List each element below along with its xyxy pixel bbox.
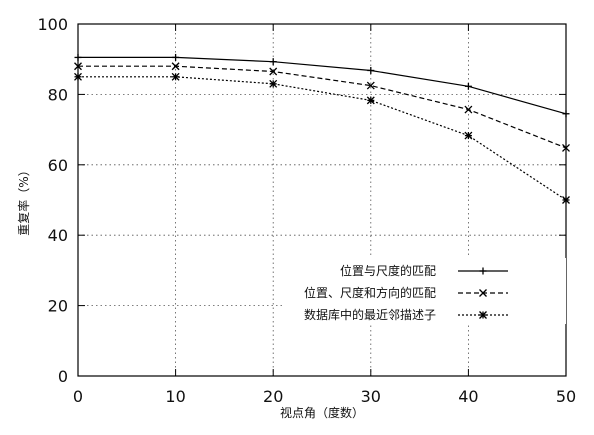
series-layer bbox=[74, 53, 570, 204]
marker-stroke bbox=[479, 311, 487, 319]
x-tick-label: 10 bbox=[165, 387, 185, 406]
data-point-marker bbox=[464, 131, 473, 140]
data-point-marker bbox=[367, 66, 375, 74]
y-tick-label: 100 bbox=[37, 15, 68, 34]
marker-stroke bbox=[269, 67, 278, 76]
marker-stroke bbox=[479, 289, 487, 297]
x-tick-label: 20 bbox=[263, 387, 283, 406]
series-line bbox=[78, 65, 567, 149]
data-point-marker bbox=[172, 53, 180, 61]
marker-stroke bbox=[464, 131, 473, 140]
marker-stroke bbox=[269, 79, 278, 88]
data-point-marker bbox=[464, 105, 473, 114]
y-tick-label: 20 bbox=[48, 297, 68, 316]
data-point-marker bbox=[171, 72, 180, 81]
x-tick-label: 30 bbox=[361, 387, 381, 406]
marker-stroke bbox=[74, 62, 82, 71]
x-tick-label: 50 bbox=[556, 387, 576, 406]
data-point-marker bbox=[74, 72, 82, 81]
series-2 bbox=[74, 62, 570, 152]
legend-label: 位置与尺度的匹配 bbox=[340, 263, 436, 278]
marker-stroke bbox=[171, 72, 180, 81]
data-point-marker bbox=[269, 79, 278, 88]
legend-background bbox=[282, 258, 566, 324]
data-point-marker bbox=[269, 67, 278, 76]
series-3 bbox=[74, 72, 570, 204]
y-tick-label: 0 bbox=[58, 367, 68, 386]
y-tick-label: 80 bbox=[48, 85, 68, 104]
data-point-marker bbox=[366, 96, 375, 105]
legend-label: 数据库中的最近邻描述子 bbox=[304, 307, 436, 322]
marker-stroke bbox=[366, 81, 375, 90]
axis-ticks: 0 20 40 60 80 100 0 10 20 30 40 50 bbox=[37, 15, 576, 406]
marker-stroke bbox=[171, 62, 180, 71]
data-point-marker bbox=[74, 53, 82, 61]
marker-stroke bbox=[562, 196, 570, 204]
marker-stroke bbox=[366, 96, 375, 105]
data-point-marker bbox=[479, 267, 487, 275]
data-point-marker bbox=[74, 62, 82, 71]
y-tick-label: 60 bbox=[48, 156, 68, 175]
data-point-marker bbox=[269, 58, 277, 66]
marker-stroke bbox=[464, 105, 473, 114]
x-tick-label: 0 bbox=[73, 387, 83, 406]
data-point-marker bbox=[479, 311, 487, 319]
y-tick-label: 40 bbox=[48, 226, 68, 245]
legend-label: 位置、尺度和方向的匹配 bbox=[304, 285, 436, 300]
x-tick-label: 40 bbox=[458, 387, 478, 406]
data-point-marker bbox=[562, 110, 570, 118]
y-axis-label: 重复率（%） bbox=[16, 164, 31, 235]
x-axis-label: 视点角（度数） bbox=[280, 405, 364, 420]
series-line bbox=[78, 76, 567, 201]
data-point-marker bbox=[562, 143, 570, 152]
data-point-marker bbox=[562, 196, 570, 204]
data-point-marker bbox=[464, 82, 472, 90]
data-point-marker bbox=[171, 62, 180, 71]
marker-stroke bbox=[74, 72, 82, 81]
data-point-marker bbox=[366, 81, 375, 90]
marker-stroke bbox=[562, 143, 570, 152]
data-point-marker bbox=[479, 289, 487, 297]
series-line bbox=[78, 56, 567, 115]
series-1 bbox=[74, 53, 570, 118]
